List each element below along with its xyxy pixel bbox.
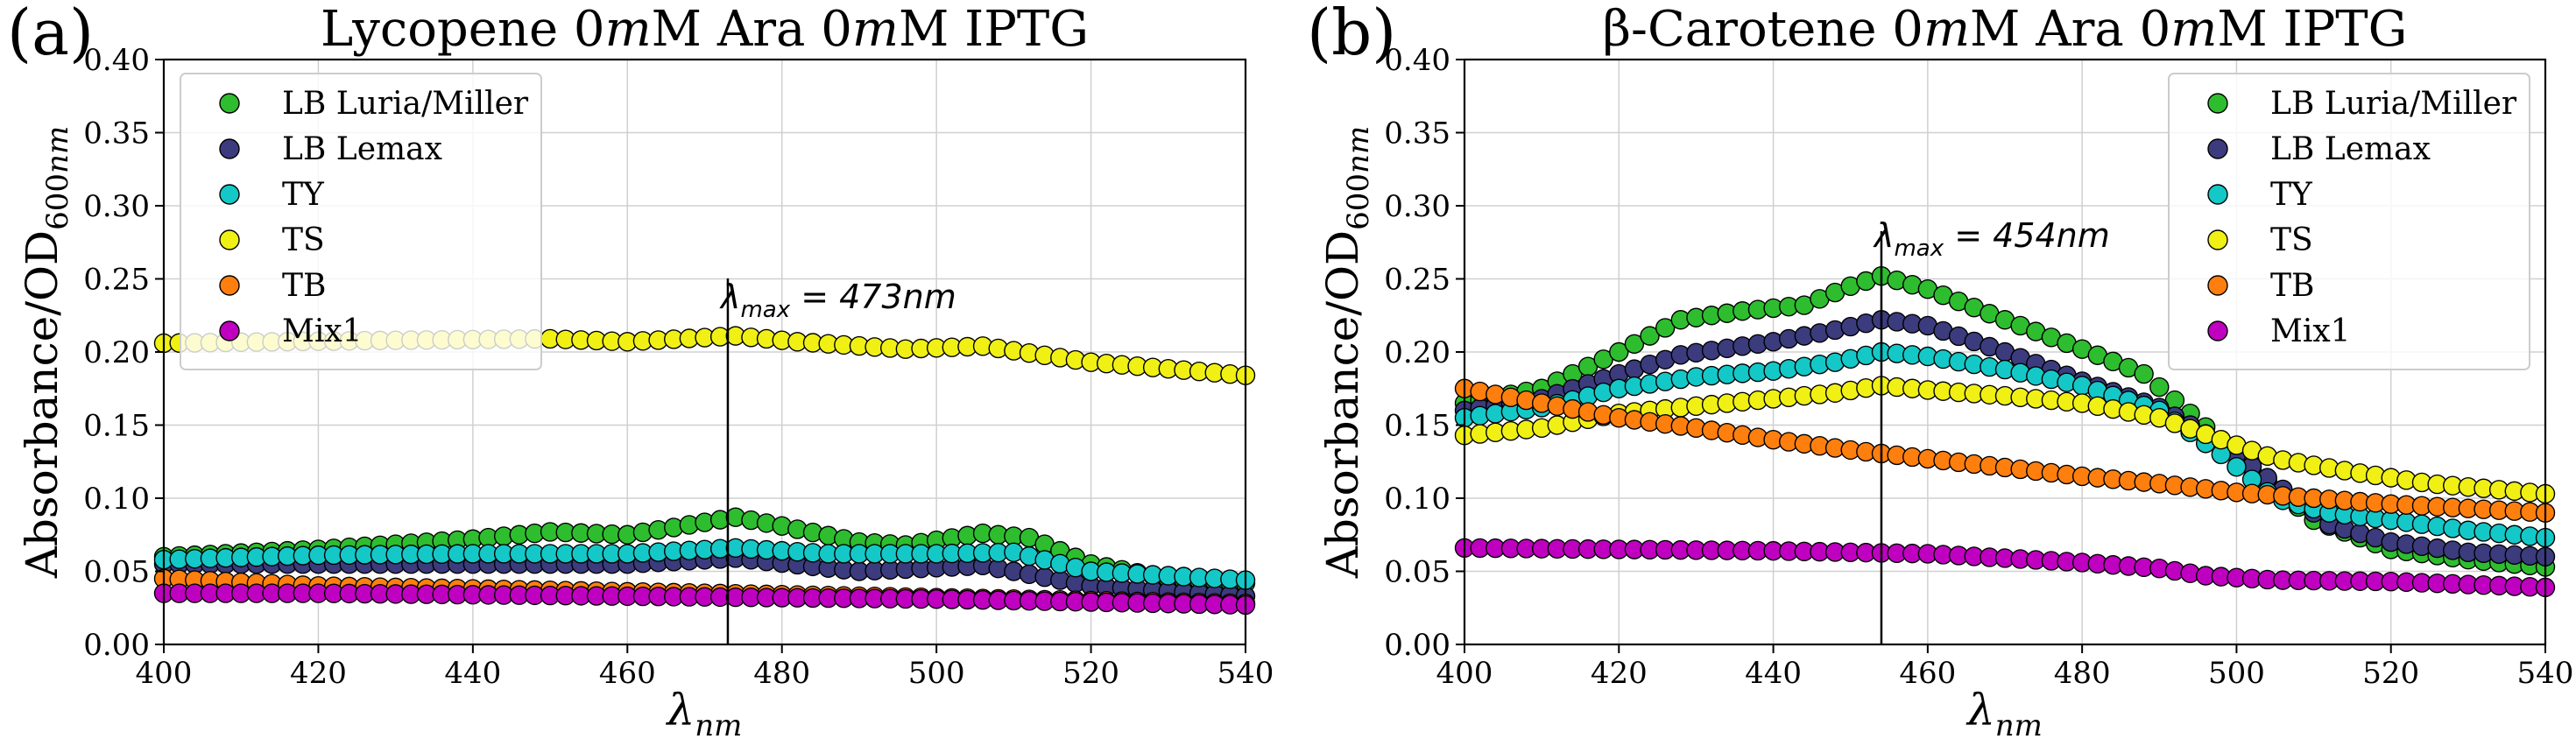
data-point <box>1609 341 1629 362</box>
chart-title: β-Carotene 0mM Ara 0mM IPTG <box>1603 1 2408 58</box>
panel-b: λmax = 454nm LB Luria/Miller LB Lemax TY TS T… <box>1307 0 2573 739</box>
x-tick-label: 480 <box>2054 656 2111 691</box>
y-tick-label: 0.25 <box>1384 263 1450 298</box>
y-tick-label: 0.40 <box>1384 43 1450 78</box>
legend-label: LB Lemax <box>282 131 442 167</box>
legend: LB Luria/Miller LB Lemax TY TS TB Mix1 <box>180 73 542 370</box>
legend-label: LB Luria/Miller <box>2270 86 2517 122</box>
legend-marker <box>219 93 240 114</box>
legend-label: Mix1 <box>282 313 363 349</box>
x-tick-label: 420 <box>1591 656 1648 691</box>
panel-label: (b) <box>1307 0 1396 69</box>
y-tick-label: 0.00 <box>1384 628 1450 663</box>
data-point <box>1640 326 1660 346</box>
x-tick-label: 440 <box>1745 656 1802 691</box>
series-mix1 <box>1454 538 2556 598</box>
y-tick-label: 0.35 <box>83 116 150 151</box>
legend-label: TY <box>282 177 325 213</box>
x-tick-label: 540 <box>2517 656 2574 691</box>
legend-marker <box>2207 229 2228 250</box>
legend-marker <box>2207 93 2228 114</box>
legend-marker <box>2207 275 2228 296</box>
legend-box <box>180 73 542 370</box>
legend-marker <box>219 320 240 341</box>
legend: LB Luria/Miller LB Lemax TY TS TB Mix1 <box>2168 73 2530 370</box>
y-axis-label: Absorbance/OD600nm <box>1317 126 1376 579</box>
x-tick-label: 460 <box>599 656 656 691</box>
chart-title: Lycopene 0mM Ara 0mM IPTG <box>321 1 1089 58</box>
y-tick-label: 0.40 <box>83 43 150 78</box>
lambda-max-annotation: λmax = 454nm <box>1873 216 2110 262</box>
legend-marker <box>219 184 240 205</box>
panel-a: λmax = 473nm LB Luria/Miller LB Lemax TY TS T… <box>7 0 1274 739</box>
y-tick-label: 0.05 <box>1384 555 1450 590</box>
series-mix1 <box>153 583 1256 616</box>
x-tick-label: 520 <box>2362 656 2419 691</box>
x-tick-label: 440 <box>444 656 501 691</box>
x-tick-label: 420 <box>290 656 347 691</box>
y-tick-label: 0.00 <box>83 628 150 663</box>
lambda-max-annotation: λmax = 473nm <box>719 278 956 323</box>
legend-marker <box>2207 138 2228 159</box>
x-tick-label: 480 <box>753 656 810 691</box>
y-tick-label: 0.20 <box>1384 335 1450 370</box>
y-axis-label: Absorbance/OD600nm <box>17 126 75 579</box>
x-tick-label: 500 <box>908 656 965 691</box>
data-point <box>2149 377 2170 398</box>
legend-label: LB Lemax <box>2270 131 2431 167</box>
legend-label: LB Luria/Miller <box>282 86 529 122</box>
y-tick-label: 0.30 <box>1384 189 1450 224</box>
legend-label: TB <box>282 268 326 304</box>
legend-marker <box>219 275 240 296</box>
y-tick-label: 0.35 <box>1384 116 1450 151</box>
legend-marker <box>219 138 240 159</box>
x-tick-label: 540 <box>1217 656 1274 691</box>
panel-label: (a) <box>7 0 94 69</box>
series-ty <box>153 538 1256 590</box>
legend-label: TY <box>2270 177 2313 213</box>
x-tick-label: 500 <box>2208 656 2265 691</box>
y-tick-label: 0.25 <box>83 263 150 298</box>
x-tick-label: 400 <box>1436 656 1493 691</box>
y-tick-label: 0.20 <box>83 335 150 370</box>
x-tick-label: 520 <box>1062 656 1119 691</box>
data-point <box>2134 363 2154 384</box>
data-point <box>1655 318 1676 338</box>
legend-label: TB <box>2270 268 2314 304</box>
legend-marker <box>219 229 240 250</box>
x-tick-label: 460 <box>1899 656 1956 691</box>
x-axis-label: λnm <box>1966 685 2043 739</box>
y-tick-label: 0.15 <box>83 409 150 444</box>
legend-label: TS <box>282 222 325 258</box>
legend-marker <box>2207 184 2228 205</box>
y-tick-label: 0.05 <box>83 555 150 590</box>
y-tick-label: 0.10 <box>1384 482 1450 517</box>
legend-marker <box>2207 320 2228 341</box>
legend-label: Mix1 <box>2270 313 2351 349</box>
y-tick-label: 0.30 <box>83 189 150 224</box>
data-point <box>2227 457 2247 477</box>
x-tick-label: 400 <box>136 656 193 691</box>
x-axis-label: λnm <box>666 685 743 739</box>
y-tick-label: 0.15 <box>1384 409 1450 444</box>
legend-label: TS <box>2270 222 2313 258</box>
data-point <box>1624 334 1645 355</box>
series-tb <box>1454 378 2556 523</box>
legend-box <box>2168 73 2530 370</box>
y-tick-label: 0.10 <box>83 482 150 517</box>
